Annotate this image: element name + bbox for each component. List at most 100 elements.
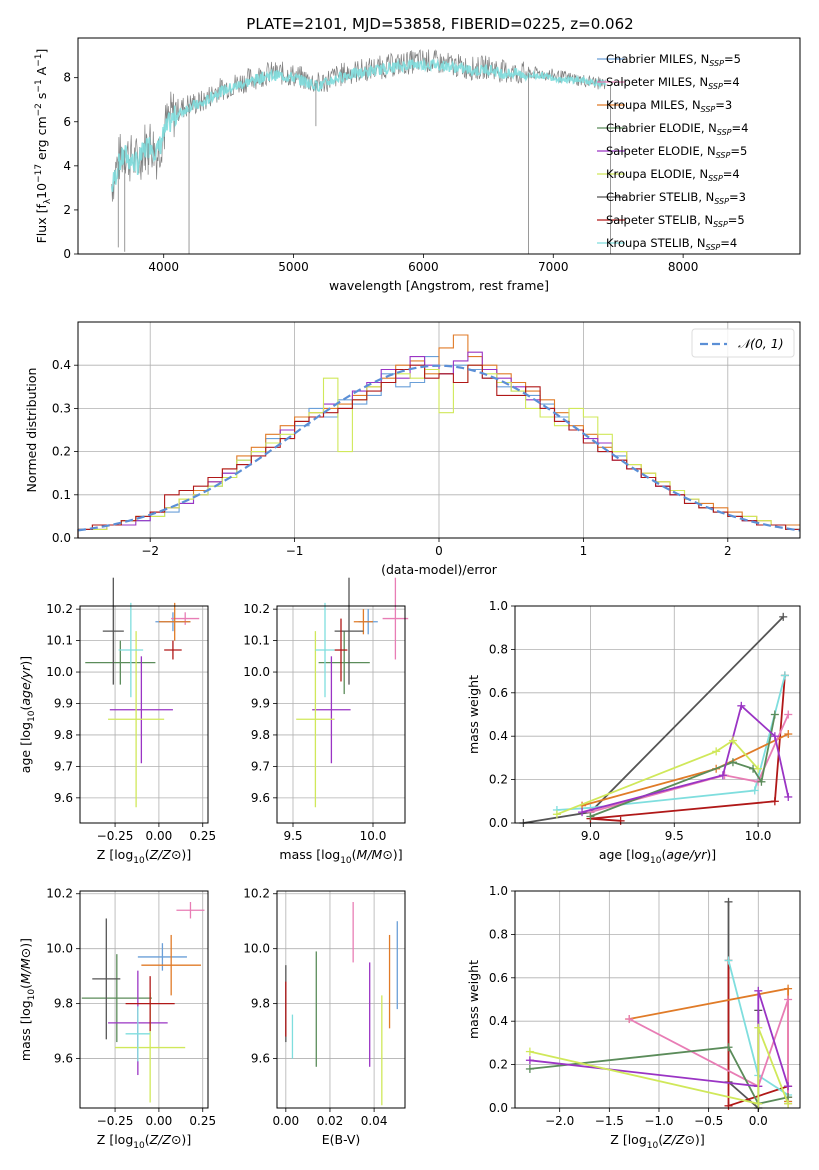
- error-point-salpeter-elodie: [109, 656, 173, 764]
- x-tick-label: 5000: [278, 260, 309, 274]
- x-tick-label: 9.0: [581, 829, 600, 843]
- panel-age-vs-Z: −0.25 0.00 0.25 9.6 9.7 9.8 9.9 10.0 10.1 10.2 Z […: [18, 577, 216, 866]
- panel-mass-vs-EBV: 0.00 0.02 0.04 9.6 9.8 10.0 10.2 E(B-V): [243, 887, 406, 1147]
- weight-marker: [625, 1015, 634, 1024]
- weight-marker: [770, 797, 779, 806]
- weight-marker: [737, 701, 746, 710]
- weight-marker: [578, 808, 587, 817]
- y-tick-label: 1.0: [489, 884, 508, 898]
- y-tick-label: 0.0: [489, 1101, 508, 1115]
- panel-weight-vs-age: 9.0 9.5 10.0 0.0 0.2 0.4 0.6 0.8 1.0 age [log10(a…: [466, 599, 801, 866]
- panel-mass-vs-Z: −0.25 0.00 0.25 9.6 9.8 10.0 10.2 Z [log10(Z/Z⊙…: [18, 887, 216, 1151]
- y-tick-label: 9.7: [54, 759, 73, 773]
- legend-entry: Chabrier ELODIE, NSSP=4: [606, 121, 748, 137]
- y-axis-label: age [log10(age/yr)]: [18, 656, 37, 773]
- y-tick-label: 10.2: [46, 887, 73, 901]
- y-tick-label: 0.4: [489, 729, 508, 743]
- spectrum-model-line: [111, 57, 606, 192]
- x-axis-label: age [log10(age/yr)]: [599, 847, 716, 866]
- weight-marker: [712, 747, 721, 756]
- weight-marker: [616, 816, 625, 825]
- weight-line-kroupa-elodie: [529, 1027, 789, 1105]
- error-point-kroupa-miles: [158, 602, 191, 641]
- y-tick-label: 9.6: [251, 791, 270, 805]
- error-point-kroupa-elodie: [108, 631, 165, 808]
- y-tick-label: 0.8: [489, 927, 508, 941]
- weight-marker: [784, 995, 793, 1004]
- error-point-salpeter-miles: [382, 577, 409, 660]
- x-tick-label: 0: [435, 544, 443, 558]
- x-tick-label: 0.00: [146, 1114, 173, 1128]
- error-point-chabrier-elodie: [318, 631, 370, 695]
- y-axis-label: mass weight: [466, 960, 481, 1039]
- y-tick-label: 0.0: [52, 531, 71, 545]
- x-axis-label: Z [log10(Z/Z⊙)]: [97, 1132, 191, 1151]
- x-tick-label: 9.5: [665, 829, 684, 843]
- figure-title: PLATE=2101, MJD=53858, FIBERID=0225, z=0…: [246, 15, 633, 33]
- y-axis-label: mass weight: [466, 675, 481, 754]
- x-tick-label: 0.25: [189, 829, 216, 843]
- x-axis-label: Z [log10(Z/Z⊙)]: [97, 847, 191, 866]
- legend-entry: Chabrier STELIB, NSSP=3: [606, 190, 746, 206]
- error-point-kroupa-stelib: [315, 602, 335, 698]
- x-tick-label: −0.25: [97, 1114, 134, 1128]
- y-tick-label: 10.0: [243, 942, 270, 956]
- x-tick-label: 10.0: [360, 829, 387, 843]
- y-axis-label: mass [log10(M/M⊙)]: [18, 938, 37, 1061]
- x-tick-label: 0.00: [272, 1114, 299, 1128]
- error-point-chabrier-stelib: [334, 577, 364, 685]
- y-tick-label: 0.6: [489, 686, 508, 700]
- axes-frame: [276, 605, 406, 824]
- y-axis-label: Normed distribution: [24, 368, 39, 493]
- legend-entry: Kroupa ELODIE, NSSP=4: [606, 167, 740, 183]
- weight-marker: [724, 956, 733, 965]
- error-point-kroupa-miles: [141, 934, 201, 996]
- error-point-salpeter-stelib: [334, 618, 348, 682]
- y-tick-label: 9.6: [251, 1052, 270, 1066]
- legend-entry: Kroupa STELIB, NSSP=4: [606, 236, 737, 252]
- y-tick-label: 9.6: [54, 1052, 73, 1066]
- error-point-kroupa-stelib: [118, 602, 144, 698]
- weight-marker: [728, 758, 737, 767]
- weight-marker: [525, 1056, 534, 1065]
- y-tick-label: 2: [63, 203, 71, 217]
- error-point-chabrier-stelib: [102, 577, 124, 685]
- weight-marker: [754, 1023, 763, 1032]
- x-axis-label: mass [log10(M/M⊙)]: [279, 847, 402, 866]
- x-axis-label: Z [log10(Z/Z⊙)]: [610, 1132, 704, 1151]
- weight-marker: [724, 897, 733, 906]
- plot-area: [525, 897, 793, 1112]
- legend-entry: 𝒩(0, 1): [738, 336, 784, 351]
- normal-curve: [77, 364, 801, 532]
- y-tick-label: 10.0: [46, 942, 73, 956]
- x-tick-label: 9.5: [283, 829, 302, 843]
- x-tick-label: 8000: [668, 260, 699, 274]
- weight-marker: [525, 1064, 534, 1073]
- x-tick-label: 0.04: [361, 1114, 388, 1128]
- spectrum-legend: Chabrier MILES, NSSP=5 Salpeter MILES, NS…: [597, 52, 748, 252]
- x-axis-label: E(B-V): [322, 1132, 361, 1147]
- y-tick-label: 9.8: [54, 997, 73, 1011]
- y-tick-label: 10.2: [243, 887, 270, 901]
- weight-line-salpeter-miles: [628, 999, 789, 1104]
- y-tick-label: 1.0: [489, 599, 508, 613]
- weight-marker: [784, 710, 793, 719]
- error-point-kroupa-elodie: [296, 631, 335, 808]
- error-point-salpeter-stelib: [164, 640, 182, 660]
- error-point-chabrier-miles: [137, 943, 187, 971]
- axes-frame: [514, 890, 801, 1109]
- weight-marker: [724, 1043, 733, 1052]
- weight-marker: [784, 792, 793, 801]
- weight-line-salpeter-stelib: [590, 675, 786, 822]
- weight-marker: [724, 1101, 733, 1110]
- y-tick-label: 6: [63, 115, 71, 129]
- y-tick-label: 0.3: [52, 401, 71, 415]
- x-tick-label: −2.0: [545, 1114, 574, 1128]
- axes-frame: [514, 605, 801, 824]
- x-tick-label: 10.0: [745, 829, 772, 843]
- panel-weight-vs-Z: −2.0 −1.5 −1.0 −0.5 0.0 0.0 0.2 0.4 0.6 0.8 1.0 Z […: [466, 884, 801, 1151]
- x-axis-label: wavelength [Angstrom, rest frame]: [329, 278, 549, 293]
- error-point-salpeter-stelib: [125, 976, 175, 1032]
- y-tick-label: 9.8: [54, 728, 73, 742]
